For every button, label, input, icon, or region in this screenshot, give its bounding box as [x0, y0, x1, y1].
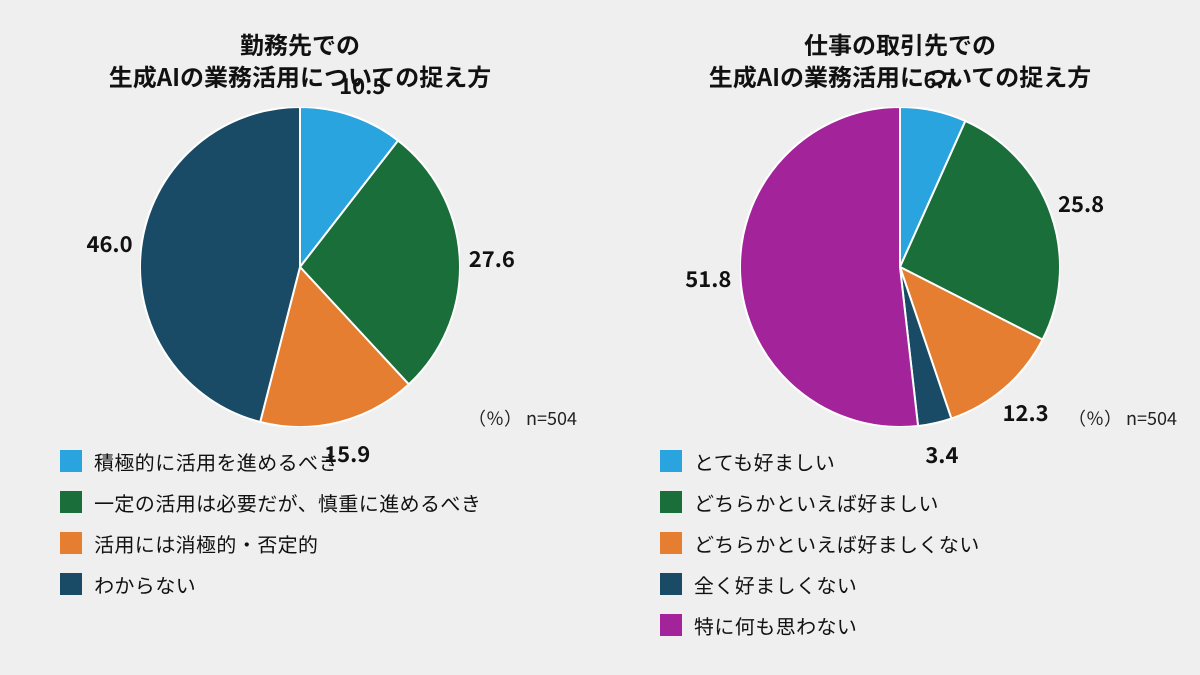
panel-clients-pie-svg	[740, 107, 1060, 427]
pie-slice-value: 51.8	[685, 262, 731, 294]
panel-workplace-title: 勤務先での 生成AIの業務活用についての捉え方	[0, 28, 600, 93]
legend-label: 全く好ましくない	[694, 570, 857, 599]
legend-item: どちらかといえば好ましくない	[660, 529, 1200, 558]
pie-slice-value: 6.7	[924, 63, 957, 95]
legend-item: 全く好ましくない	[660, 570, 1200, 599]
legend-label: わからない	[94, 570, 196, 599]
pie-slice-value: 10.5	[339, 69, 385, 101]
pie-slice-value: 27.6	[469, 242, 515, 274]
legend-swatch	[660, 614, 682, 636]
panel-workplace: 勤務先での 生成AIの業務活用についての捉え方 10.527.615.946.0…	[0, 0, 600, 675]
pie-slice-value: 15.9	[324, 437, 370, 469]
legend-item: 一定の活用は必要だが、慎重に進めるべき	[60, 488, 600, 517]
legend-swatch	[660, 532, 682, 554]
pie-slice	[740, 107, 918, 427]
panel-workplace-pie: 10.527.615.946.0	[140, 107, 460, 427]
legend-label: とても好ましい	[694, 447, 835, 476]
legend-item: どちらかといえば好ましい	[660, 488, 1200, 517]
panel-clients-title: 仕事の取引先での 生成AIの業務活用についての捉え方	[600, 28, 1200, 93]
pie-slice-value: 3.4	[925, 438, 958, 470]
legend-label: 活用には消極的・否定的	[94, 529, 318, 558]
pie-slice-value: 25.8	[1058, 187, 1104, 219]
legend-item: 活用には消極的・否定的	[60, 529, 600, 558]
panel-clients-unit: （％） n=504	[1068, 405, 1177, 431]
legend-swatch	[660, 450, 682, 472]
legend-swatch	[60, 573, 82, 595]
legend-label: 特に何も思わない	[694, 611, 857, 640]
legend-swatch	[60, 450, 82, 472]
legend-swatch	[660, 491, 682, 513]
panel-workplace-unit: （％） n=504	[468, 405, 577, 431]
legend-swatch	[660, 573, 682, 595]
panel-clients-legend: とても好ましいどちらかといえば好ましいどちらかといえば好ましくない全く好ましくな…	[600, 447, 1200, 640]
legend-swatch	[60, 532, 82, 554]
panel-clients: 仕事の取引先での 生成AIの業務活用についての捉え方 6.725.812.33.…	[600, 0, 1200, 675]
panel-workplace-legend: 積極的に活用を進めるべき一定の活用は必要だが、慎重に進めるべき活用には消極的・否…	[0, 447, 600, 599]
legend-item: わからない	[60, 570, 600, 599]
legend-swatch	[60, 491, 82, 513]
legend-label: 一定の活用は必要だが、慎重に進めるべき	[94, 488, 481, 517]
legend-label: どちらかといえば好ましくない	[694, 529, 980, 558]
legend-label: 積極的に活用を進めるべき	[94, 447, 339, 476]
pie-slice-value: 12.3	[1003, 396, 1049, 428]
chart-panels: 勤務先での 生成AIの業務活用についての捉え方 10.527.615.946.0…	[0, 0, 1200, 675]
legend-item: 特に何も思わない	[660, 611, 1200, 640]
pie-slice-value: 46.0	[86, 227, 132, 259]
panel-workplace-pie-svg	[140, 107, 460, 427]
legend-label: どちらかといえば好ましい	[694, 488, 939, 517]
panel-clients-pie: 6.725.812.33.451.8	[740, 107, 1060, 427]
